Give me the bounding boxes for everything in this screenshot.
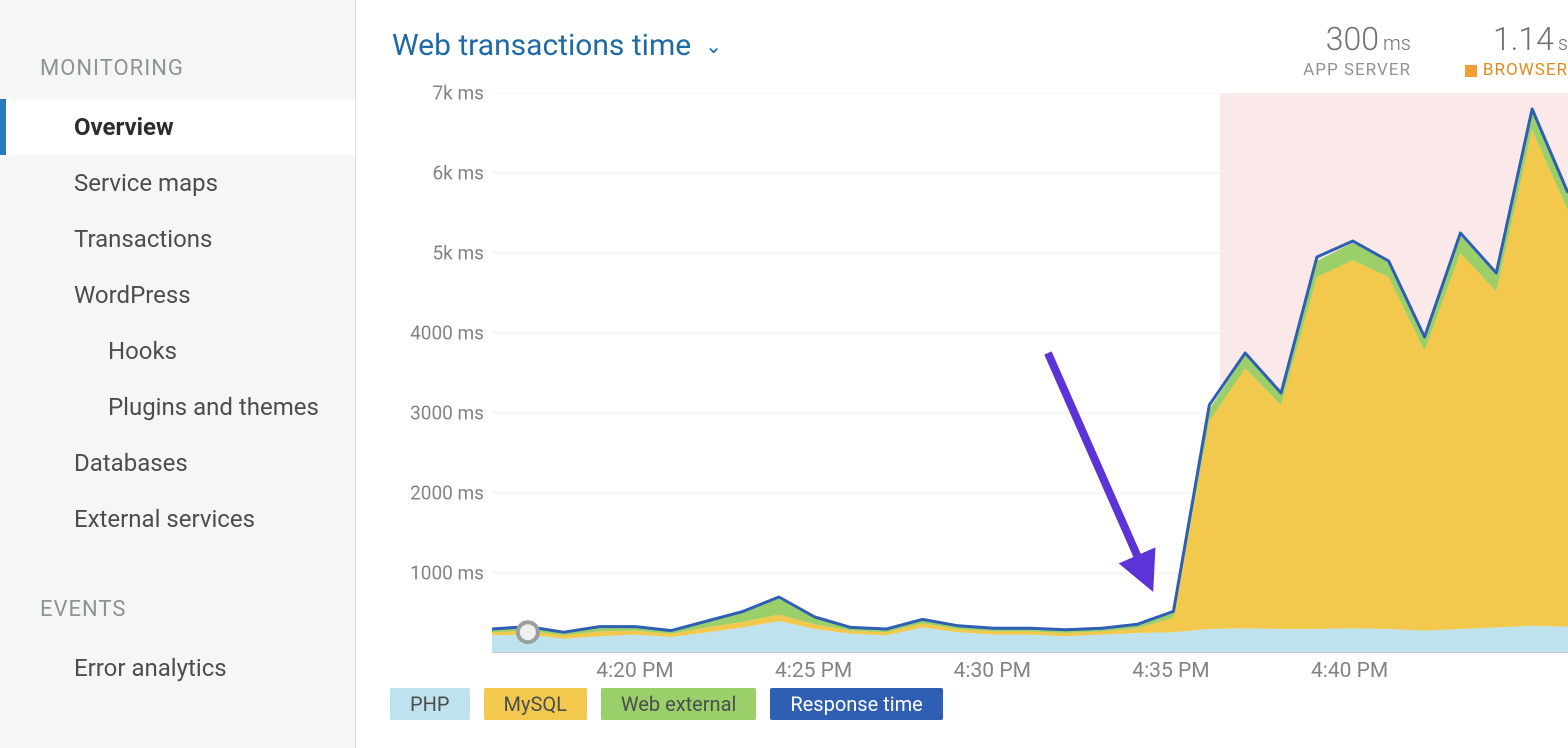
x-tick: 4:35 PM [1132,659,1209,683]
sidebar-item-hooks[interactable]: Hooks [0,323,355,379]
y-tick: 1000 ms [410,562,484,585]
chart-x-axis: 4:20 PM 4:25 PM 4:30 PM 4:35 PM 4:40 PM [492,659,1568,689]
metric-browser-unit: s [1558,31,1568,55]
y-tick: 7k ms [433,82,485,105]
sidebar: MONITORING Overview Service maps Transac… [0,0,356,748]
metric-browser-label: BROWSER [1465,60,1568,80]
legend-item-web-external[interactable]: Web external [601,688,756,720]
metric-app-server-value: 300 [1326,20,1379,58]
chart-plot-area[interactable] [492,93,1568,653]
sidebar-item-error-analytics[interactable]: Error analytics [0,640,355,696]
chevron-down-icon: ⌄ [705,34,722,58]
legend-item-response-time[interactable]: Response time [770,688,942,720]
sidebar-section-events: EVENTS [0,587,355,640]
sidebar-item-service-maps[interactable]: Service maps [0,155,355,211]
sidebar-item-wordpress[interactable]: WordPress [0,267,355,323]
metric-browser-value: 1.14 [1493,20,1554,58]
sidebar-item-databases[interactable]: Databases [0,435,355,491]
x-tick: 4:30 PM [954,659,1031,683]
metric-app-server-label: APP SERVER [1303,60,1411,80]
browser-swatch-icon [1465,65,1477,77]
sidebar-item-external-services[interactable]: External services [0,491,355,547]
x-tick: 4:40 PM [1311,659,1388,683]
y-tick: 2000 ms [410,482,484,505]
chart-title-label: Web transactions time [392,28,691,63]
y-tick: 4000 ms [410,322,484,345]
y-tick: 5k ms [433,242,485,265]
metric-app-server-unit: ms [1383,31,1411,55]
metric-app-server: 300ms APP SERVER [1303,20,1411,80]
sidebar-item-plugins-themes[interactable]: Plugins and themes [0,379,355,435]
main-content: Web transactions time ⌄ 300ms APP SERVER… [356,0,1568,748]
y-tick: 6k ms [433,162,485,185]
x-tick: 4:20 PM [596,659,673,683]
metric-browser: 1.14s BROWSER [1465,20,1568,80]
sidebar-item-transactions[interactable]: Transactions [0,211,355,267]
chart-title-dropdown[interactable]: Web transactions time ⌄ [392,28,722,63]
chart: 7k ms6k ms5k ms4000 ms3000 ms2000 ms1000… [392,93,1568,693]
y-tick: 3000 ms [410,402,484,425]
header-metrics: 300ms APP SERVER 1.14s BROWSER [1303,20,1568,80]
legend-item-mysql[interactable]: MySQL [484,688,587,720]
chart-legend: PHP MySQL Web external Response time [390,688,943,720]
sidebar-section-monitoring: MONITORING [0,46,355,99]
legend-item-php[interactable]: PHP [390,688,470,720]
x-tick: 4:25 PM [775,659,852,683]
sidebar-item-overview[interactable]: Overview [0,99,355,155]
